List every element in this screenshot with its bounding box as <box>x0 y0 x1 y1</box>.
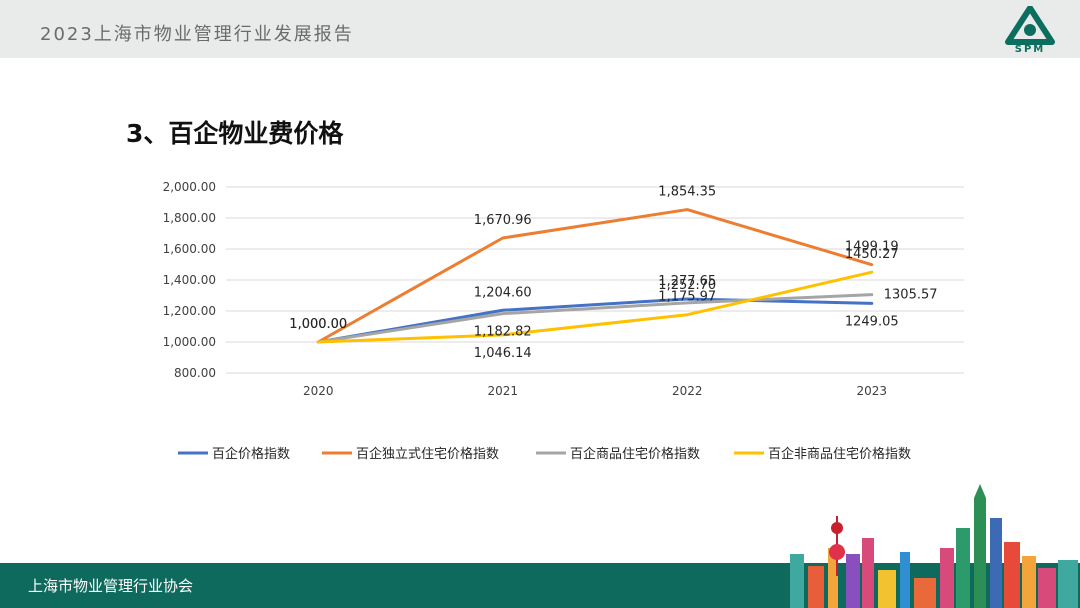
x-tick-label: 2021 <box>487 384 518 398</box>
data-label: 1,182.82 <box>474 325 532 340</box>
report-title: 2023上海市物业管理行业发展报告 <box>40 24 354 45</box>
series-line-3 <box>316 293 874 344</box>
y-tick-label: 1,400.00 <box>163 273 216 287</box>
data-label: 1,670.96 <box>474 213 532 228</box>
series-line-1 <box>316 297 874 344</box>
series-line-2 <box>316 208 874 344</box>
y-tick-label: 1,600.00 <box>163 242 216 256</box>
data-label: 1,175.97 <box>658 290 716 305</box>
legend-label: 百企非商品住宅价格指数 <box>768 446 911 462</box>
logo-text: SPM <box>1014 44 1046 55</box>
y-axis-ticks: 800.00 1,000.00 1,200.00 1,400.00 1,600.00 1,… <box>163 180 216 380</box>
x-tick-label: 2023 <box>856 384 887 398</box>
header-bar: 2023上海市物业管理行业发展报告 SPM <box>0 0 1080 58</box>
y-tick-label: 1,800.00 <box>163 211 216 225</box>
legend-label: 百企价格指数 <box>212 446 290 462</box>
data-label: 1,204.60 <box>474 285 532 300</box>
chart-gridlines <box>226 186 964 374</box>
footer-org-name: 上海市物业管理行业协会 <box>28 577 194 595</box>
shanghai-skyline-illustration <box>780 484 1080 608</box>
data-label: 1,046.14 <box>474 346 532 361</box>
spm-logo: SPM <box>1004 5 1056 56</box>
data-label: 1249.05 <box>845 314 899 329</box>
chart-data-labels: 1,000.001,000.001,670.961,854.351499.191… <box>289 185 937 361</box>
legend-label: 百企商品住宅价格指数 <box>570 446 700 462</box>
line-chart: 800.00 1,000.00 1,200.00 1,400.00 1,600.00 1,… <box>163 180 964 462</box>
legend-label: 百企独立式住宅价格指数 <box>356 446 499 462</box>
data-label: 1,854.35 <box>658 185 716 200</box>
y-tick-label: 2,000.00 <box>163 180 216 194</box>
data-label: 1,277.65 <box>658 274 716 289</box>
x-tick-label: 2022 <box>672 384 703 398</box>
x-tick-label: 2020 <box>303 384 334 398</box>
chart-legend: 百企价格指数 百企独立式住宅价格指数 百企商品住宅价格指数 百企非商品住宅价格指数 <box>178 446 911 462</box>
data-label: 1305.57 <box>884 288 938 303</box>
y-tick-label: 800.00 <box>174 366 216 380</box>
data-label: 1450.27 <box>845 247 899 262</box>
data-label: 1499.19 <box>845 240 899 255</box>
series-line-4 <box>316 270 874 344</box>
logo-triangle-icon <box>1005 5 1055 45</box>
data-label: 1,000.00 <box>289 317 347 332</box>
data-label: 1,000.00 <box>289 317 347 332</box>
x-axis-ticks: 2020 2021 2022 2023 <box>303 384 887 398</box>
chart-series <box>316 208 874 344</box>
y-tick-label: 1,200.00 <box>163 304 216 318</box>
y-tick-label: 1,000.00 <box>163 335 216 349</box>
slide-title: 3、百企物业费价格 <box>126 119 344 148</box>
data-label: 1,252.70 <box>658 278 716 293</box>
